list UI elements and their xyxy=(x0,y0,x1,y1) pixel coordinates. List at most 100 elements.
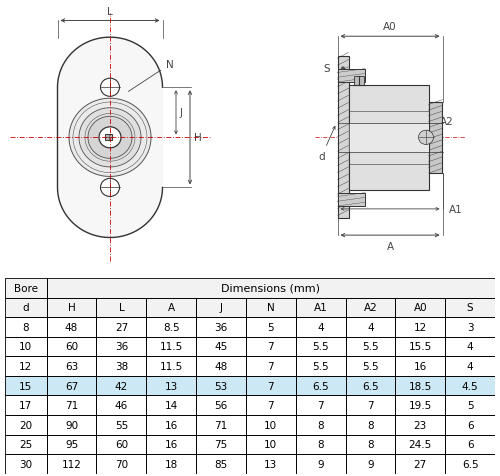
Text: 42: 42 xyxy=(115,381,128,391)
Text: 9: 9 xyxy=(367,459,374,469)
Bar xyxy=(5,415,46,435)
Text: 48: 48 xyxy=(65,322,78,332)
Text: 13: 13 xyxy=(264,459,278,469)
Text: S: S xyxy=(323,64,330,74)
Bar xyxy=(396,435,445,454)
Bar xyxy=(246,376,296,396)
Bar xyxy=(96,376,146,396)
Bar xyxy=(445,337,495,357)
Bar xyxy=(396,298,445,317)
Text: 7: 7 xyxy=(268,400,274,410)
Text: 27: 27 xyxy=(414,459,427,469)
Bar xyxy=(5,376,46,396)
Text: 7: 7 xyxy=(268,361,274,371)
Polygon shape xyxy=(69,99,151,177)
Text: 11.5: 11.5 xyxy=(160,342,183,352)
Bar xyxy=(246,396,296,415)
Bar xyxy=(346,376,396,396)
Bar xyxy=(346,435,396,454)
Bar xyxy=(46,415,96,435)
Text: 67: 67 xyxy=(65,381,78,391)
Text: 7: 7 xyxy=(268,342,274,352)
Text: A1: A1 xyxy=(448,205,462,214)
Bar xyxy=(346,298,396,317)
FancyBboxPatch shape xyxy=(106,135,112,141)
Bar xyxy=(246,298,296,317)
Bar xyxy=(96,317,146,337)
Text: A2: A2 xyxy=(364,303,378,313)
Text: 18.5: 18.5 xyxy=(408,381,432,391)
Bar xyxy=(46,376,96,396)
Bar xyxy=(396,376,445,396)
Bar xyxy=(196,435,246,454)
Bar xyxy=(146,376,196,396)
Text: N: N xyxy=(267,303,274,313)
Text: 16: 16 xyxy=(164,420,178,430)
Bar xyxy=(46,298,96,317)
Text: 12: 12 xyxy=(414,322,427,332)
Text: 46: 46 xyxy=(115,400,128,410)
Bar xyxy=(5,278,46,298)
Bar xyxy=(5,357,46,376)
Bar xyxy=(46,298,96,317)
Bar xyxy=(96,337,146,357)
Text: 95: 95 xyxy=(65,439,78,449)
Text: J: J xyxy=(179,108,182,118)
Text: 11.5: 11.5 xyxy=(160,361,183,371)
Circle shape xyxy=(100,179,119,197)
Text: L: L xyxy=(118,303,124,313)
Bar xyxy=(46,435,96,454)
Text: 20: 20 xyxy=(20,420,32,430)
Text: J: J xyxy=(220,303,222,313)
Text: 15.5: 15.5 xyxy=(408,342,432,352)
Bar xyxy=(196,454,246,474)
Bar xyxy=(445,454,495,474)
Bar xyxy=(428,102,442,174)
Bar xyxy=(445,415,495,435)
Text: 4: 4 xyxy=(367,322,374,332)
Circle shape xyxy=(99,128,121,149)
Bar xyxy=(5,337,46,357)
Polygon shape xyxy=(79,109,141,168)
Bar xyxy=(196,376,246,396)
Bar xyxy=(5,454,46,474)
Bar xyxy=(445,396,495,415)
Text: 6.5: 6.5 xyxy=(462,459,478,469)
Bar xyxy=(296,376,346,396)
Text: 8: 8 xyxy=(318,420,324,430)
Bar xyxy=(396,337,445,357)
Text: 10: 10 xyxy=(264,420,278,430)
Text: 23: 23 xyxy=(414,420,427,430)
Bar xyxy=(146,317,196,337)
Bar xyxy=(296,357,346,376)
Text: 36: 36 xyxy=(214,322,228,332)
Bar xyxy=(445,376,495,396)
Bar xyxy=(445,298,495,317)
Bar xyxy=(46,396,96,415)
Bar xyxy=(96,357,146,376)
Text: 17: 17 xyxy=(19,400,32,410)
Bar xyxy=(348,124,428,152)
Bar xyxy=(196,396,246,415)
Bar xyxy=(5,435,46,454)
Bar xyxy=(338,57,348,219)
Bar xyxy=(296,298,346,317)
Text: S: S xyxy=(467,303,473,313)
Text: 18: 18 xyxy=(164,459,178,469)
Text: 5.5: 5.5 xyxy=(362,342,379,352)
Bar xyxy=(346,376,396,396)
Text: H: H xyxy=(68,303,76,313)
Bar xyxy=(196,298,246,317)
Bar xyxy=(354,77,364,86)
Bar xyxy=(246,454,296,474)
Text: L: L xyxy=(107,7,113,17)
Text: 38: 38 xyxy=(115,361,128,371)
Text: 7: 7 xyxy=(268,381,274,391)
Bar xyxy=(346,357,396,376)
Text: 6.5: 6.5 xyxy=(362,381,379,391)
Text: 71: 71 xyxy=(214,420,228,430)
Text: 7: 7 xyxy=(318,400,324,410)
Bar xyxy=(46,454,96,474)
Text: 5.5: 5.5 xyxy=(362,361,379,371)
Bar xyxy=(46,376,96,396)
